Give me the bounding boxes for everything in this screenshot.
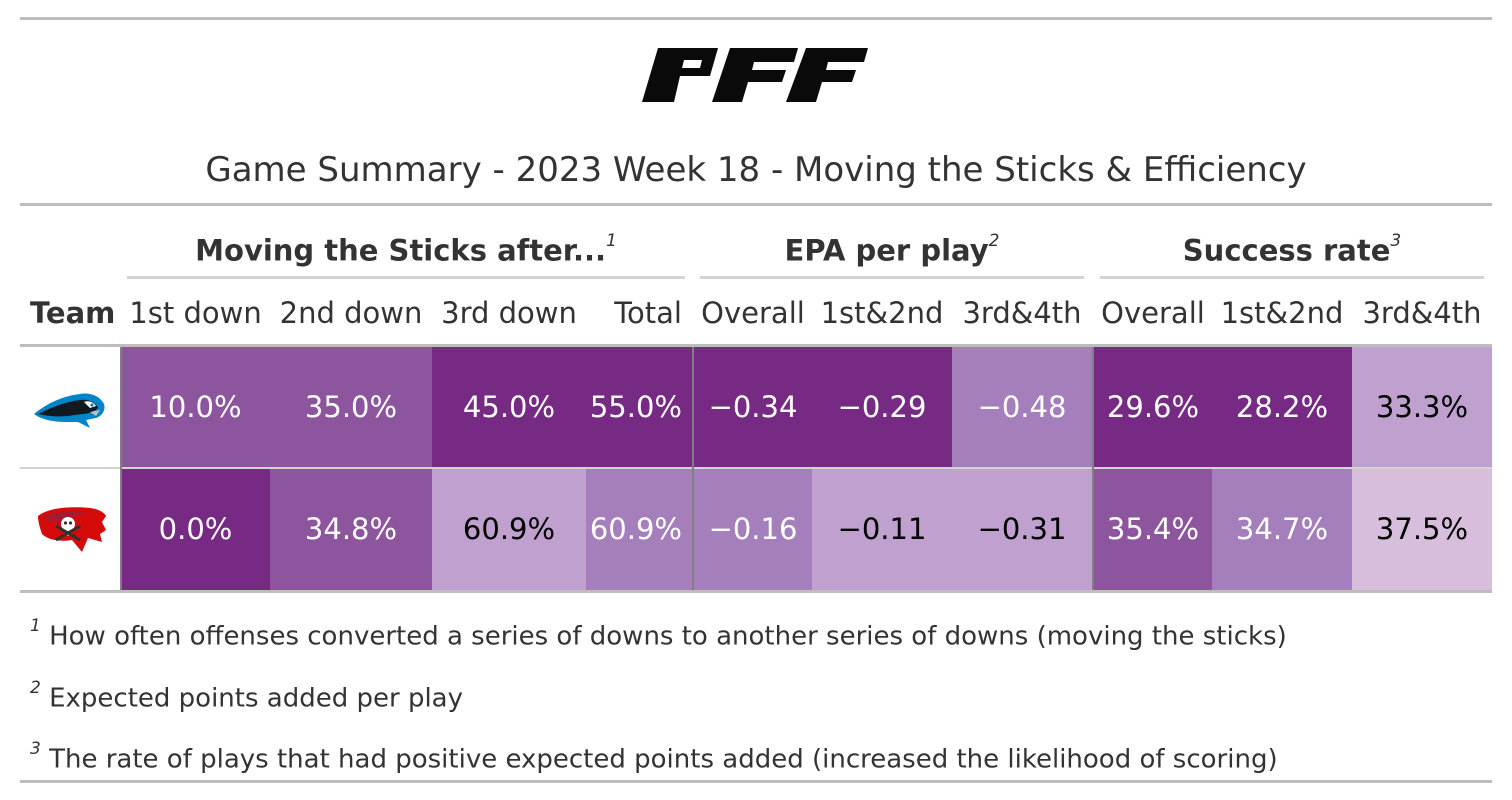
footnote-mark: 3: [1390, 231, 1402, 251]
spanner-label: Moving the Sticks after...: [195, 233, 607, 268]
footnote-text: Expected points added per play: [49, 683, 463, 714]
table-cell: 37.5%: [1352, 469, 1492, 590]
table-cell: −0.48: [952, 347, 1092, 467]
table-cell: 55.0%: [586, 347, 692, 467]
header-rule: [20, 344, 1492, 347]
footnote-mark: 1: [30, 616, 41, 636]
table-cell: 10.0%: [121, 347, 270, 467]
table-cell: 28.2%: [1212, 347, 1352, 467]
table-cell: −0.34: [694, 347, 812, 467]
footnote: 3 The rate of plays that had positive ex…: [30, 735, 1278, 778]
footnote: 2 Expected points added per play: [30, 674, 463, 717]
table-cell: −0.29: [812, 347, 952, 467]
table-cell: −0.11: [812, 469, 952, 590]
footnote-mark: 2: [30, 678, 41, 698]
footnote-mark: 1: [606, 231, 617, 251]
column-header: 1st&2nd: [820, 296, 944, 330]
table-cell: 60.9%: [432, 469, 586, 590]
spanner-success-rate: Success rate3: [1100, 222, 1484, 268]
spanner-label: EPA per play: [784, 233, 989, 268]
table-cell: −0.16: [694, 469, 812, 590]
table-cell: 0.0%: [121, 469, 270, 590]
table-cell: 45.0%: [432, 347, 586, 467]
column-header: 1st&2nd: [1220, 296, 1344, 330]
spanner-underline-epa: [700, 276, 1084, 279]
group-divider: [1092, 347, 1094, 590]
column-header: Overall: [1101, 296, 1205, 330]
spanner-underline-success-rate: [1100, 276, 1484, 279]
footnote-text: The rate of plays that had positive expe…: [49, 744, 1278, 775]
top-rule: [20, 17, 1492, 20]
table-bottom-rule: [20, 590, 1492, 593]
column-header: 3rd&4th: [1362, 296, 1482, 330]
bottom-rule: [20, 780, 1492, 783]
column-header: 3rd down: [441, 296, 577, 330]
column-header: 2nd down: [279, 296, 423, 330]
pff-logo: [642, 48, 868, 102]
column-header: 3rd&4th: [962, 296, 1082, 330]
table-cell: 34.8%: [270, 469, 432, 590]
table-cell: −0.31: [952, 469, 1092, 590]
table-cell: 29.6%: [1094, 347, 1212, 467]
title-rule: [20, 203, 1492, 206]
panthers-logo: [34, 393, 105, 428]
table-cell: 34.7%: [1212, 469, 1352, 590]
footnote: 1 How often offenses converted a series …: [30, 612, 1287, 655]
footnote-mark: 2: [988, 231, 1000, 251]
footnote-mark: 3: [30, 739, 41, 759]
footnote-text: How often offenses converted a series of…: [49, 621, 1287, 652]
row-divider: [20, 467, 1492, 469]
table-left-border: [120, 347, 122, 590]
spanner-moving-sticks: Moving the Sticks after...1: [127, 222, 685, 268]
column-header: 1st down: [129, 296, 262, 330]
spanner-label: Success rate: [1182, 233, 1391, 268]
table-cell: 60.9%: [586, 469, 692, 590]
table-cell: 35.0%: [270, 347, 432, 467]
buccaneers-logo: [38, 507, 106, 552]
group-divider: [692, 347, 694, 590]
column-header-team: Team: [30, 296, 116, 330]
spanner-epa: EPA per play2: [700, 222, 1084, 268]
column-header: Total: [614, 296, 682, 330]
table-cell: 33.3%: [1352, 347, 1492, 467]
chart-title: Game Summary - 2023 Week 18 - Moving the…: [205, 150, 1307, 190]
spanner-underline-moving-sticks: [127, 276, 685, 279]
column-header: Overall: [701, 296, 805, 330]
table-cell: 35.4%: [1094, 469, 1212, 590]
